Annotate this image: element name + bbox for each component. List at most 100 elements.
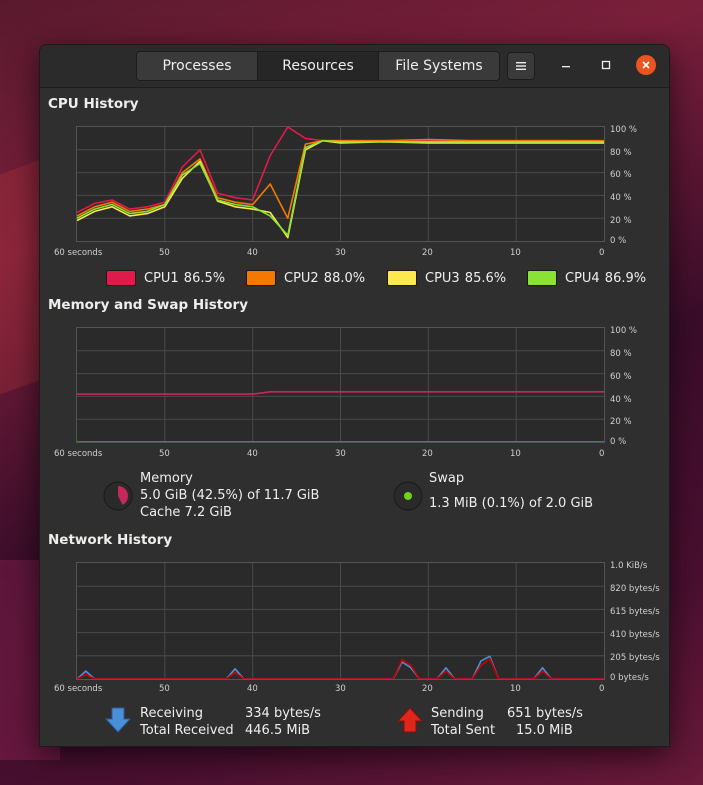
legend-cpu1-name: CPU1 [144,270,179,286]
memory-cache: Cache 7.2 GiB [140,505,232,520]
network-history-graph [76,562,605,680]
hamburger-icon [516,62,526,70]
cpu-y-tick: 20 % [610,216,632,226]
cpu-y-tick: 60 % [610,170,632,180]
memory-history-title: Memory and Swap History [48,297,248,313]
cpu4-color-swatch[interactable] [527,270,557,286]
memory-x-tick: 20 [422,449,433,459]
system-monitor-window: Processes Resources File Systems CPU His… [39,44,670,747]
series-line-memory [77,391,604,395]
total-received-value: 446.5 MiB [245,723,311,738]
tab-resources[interactable]: Resources [258,52,379,80]
cpu-history-graph [76,126,605,242]
network-x-tick: 60 seconds [54,684,103,694]
memory-history-graph [76,327,605,443]
cpu-history-plot [77,127,604,241]
total-sent-label: Total Sent [431,723,496,738]
cpu3-color-swatch[interactable] [387,270,417,286]
legend-cpu3[interactable]: CPU3 85.6% [387,270,506,286]
network-y-tick: 410 bytes/s [610,630,660,640]
memory-history-plot [77,328,604,442]
network-y-tick: 205 bytes/s [610,653,660,663]
cpu-y-tick: 40 % [610,193,632,203]
total-sent-value: 15.0 MiB [516,723,573,738]
memory-x-tick: 40 [247,449,258,459]
view-switcher: Processes Resources File Systems [136,51,500,81]
minimize-icon [562,66,570,68]
network-y-tick: 0 bytes/s [610,673,649,683]
memory-x-tick: 30 [335,449,346,459]
network-x-tick: 0 [599,684,605,694]
total-received-label: Total Received [140,723,234,738]
header-bar: Processes Resources File Systems [40,45,669,88]
cpu1-color-swatch[interactable] [106,270,136,286]
maximize-button[interactable] [596,55,616,75]
network-history-plot [77,563,604,679]
sending-value: 651 bytes/s [507,706,583,721]
legend-cpu2[interactable]: CPU2 88.0% [246,270,365,286]
tab-file-systems[interactable]: File Systems [379,52,499,80]
memory-label: Memory [140,471,193,486]
cpu2-color-swatch[interactable] [246,270,276,286]
sending-arrow-icon[interactable] [396,706,424,734]
memory-x-tick: 0 [599,449,605,459]
network-y-tick: 615 bytes/s [610,607,660,617]
close-icon [642,61,650,69]
cpu-y-tick: 80 % [610,148,632,158]
memory-y-tick: 20 % [610,417,632,427]
minimize-button[interactable] [556,55,576,75]
network-x-tick: 40 [247,684,258,694]
receiving-arrow-icon[interactable] [104,706,132,734]
tab-processes[interactable]: Processes [137,52,258,80]
cpu-x-tick: 30 [335,248,346,258]
network-y-tick: 1.0 KiB/s [610,561,648,571]
cpu-y-tick: 0 % [610,236,627,246]
swap-pie-icon[interactable] [392,480,424,512]
swap-label: Swap [429,471,465,486]
network-x-tick: 50 [159,684,170,694]
legend-cpu4-name: CPU4 [565,270,600,286]
legend-cpu4[interactable]: CPU4 86.9% [527,270,646,286]
network-y-tick: 820 bytes/s [610,584,660,594]
memory-value: 5.0 GiB (42.5%) of 11.7 GiB [140,488,320,503]
cpu-x-tick: 20 [422,248,433,258]
receiving-label: Receiving [140,706,204,721]
series-line-cpu2 [77,138,604,219]
series-line-receiving [77,655,604,679]
memory-x-tick: 60 seconds [54,449,103,459]
legend-cpu3-name: CPU3 [425,270,460,286]
menu-button[interactable] [507,52,535,80]
legend-cpu2-name: CPU2 [284,270,319,286]
cpu-x-tick: 60 seconds [54,248,103,258]
legend-cpu4-value: 86.9% [604,270,647,286]
cpu-history-title: CPU History [48,96,139,112]
cpu-y-tick: 100 % [610,125,638,135]
network-x-tick: 20 [422,684,433,694]
cpu-x-tick: 40 [247,248,258,258]
legend-cpu2-value: 88.0% [323,270,366,286]
cpu-x-tick: 10 [510,248,521,258]
swap-value: 1.3 MiB (0.1%) of 2.0 GiB [429,496,594,511]
memory-y-tick: 0 % [610,437,627,447]
legend-cpu3-value: 85.6% [464,270,507,286]
network-x-tick: 10 [510,684,521,694]
network-x-tick: 30 [335,684,346,694]
memory-x-tick: 50 [159,449,170,459]
network-history-title: Network History [48,532,173,548]
legend-cpu1[interactable]: CPU1 86.5% [106,270,225,286]
series-line-cpu4 [77,139,604,237]
receiving-value: 334 bytes/s [245,706,321,721]
cpu-x-tick: 0 [599,248,605,258]
maximize-icon [601,60,611,70]
memory-x-tick: 10 [510,449,521,459]
memory-y-tick: 100 % [610,326,638,336]
close-button[interactable] [636,55,656,75]
memory-y-tick: 40 % [610,395,632,405]
legend-cpu1-value: 86.5% [183,270,226,286]
cpu-x-tick: 50 [159,248,170,258]
memory-y-tick: 60 % [610,372,632,382]
memory-y-tick: 80 % [610,349,632,359]
series-line-sending [77,657,604,679]
memory-pie-icon[interactable] [102,480,134,512]
sending-label: Sending [431,706,484,721]
